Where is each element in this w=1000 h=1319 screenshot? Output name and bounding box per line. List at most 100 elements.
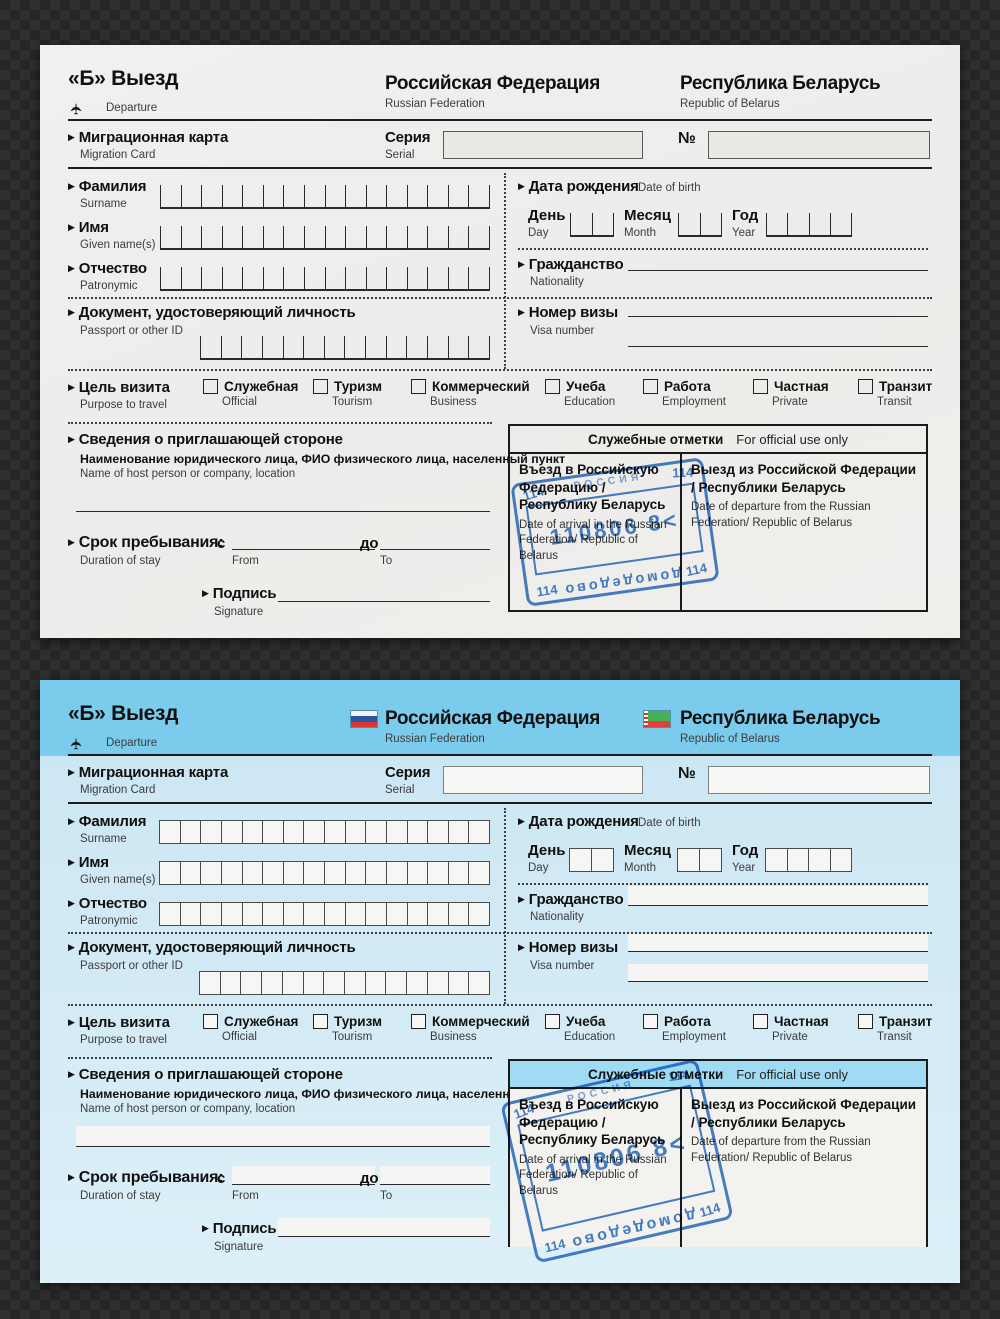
char-cell[interactable]	[344, 336, 365, 358]
checkbox-education[interactable]	[545, 379, 560, 394]
char-cell[interactable]	[242, 226, 263, 248]
serial-input[interactable]	[443, 131, 643, 159]
char-cell[interactable]	[201, 267, 222, 289]
char-cell[interactable]	[241, 902, 264, 926]
char-cell[interactable]	[468, 336, 490, 358]
stay-to-input[interactable]	[380, 531, 490, 550]
char-cell[interactable]	[447, 226, 469, 248]
checkbox-transit[interactable]	[858, 379, 873, 394]
char-cell[interactable]	[303, 226, 325, 248]
patronymic-char-cells[interactable]	[160, 267, 490, 291]
char-cell[interactable]	[468, 820, 490, 844]
char-cell[interactable]	[324, 820, 346, 844]
char-cell[interactable]	[808, 848, 831, 872]
char-cell[interactable]	[829, 213, 852, 235]
visa-input-line2[interactable]	[628, 964, 928, 982]
char-cell[interactable]	[324, 861, 346, 885]
char-cell[interactable]	[345, 226, 366, 248]
char-cell[interactable]	[220, 902, 243, 926]
char-cell[interactable]	[179, 820, 202, 844]
char-cell[interactable]	[385, 336, 407, 358]
char-cell[interactable]	[303, 902, 325, 926]
char-cell[interactable]	[406, 185, 428, 207]
char-cell[interactable]	[200, 861, 222, 885]
char-cell[interactable]	[406, 820, 429, 844]
char-cell[interactable]	[765, 848, 788, 872]
char-cell[interactable]	[365, 226, 387, 248]
char-cell[interactable]	[468, 267, 490, 289]
char-cell[interactable]	[240, 971, 263, 995]
month-char-cells[interactable]	[678, 213, 722, 237]
char-cell[interactable]	[324, 267, 346, 289]
stay-from-input[interactable]	[232, 531, 375, 550]
char-cell[interactable]	[159, 861, 181, 885]
char-cell[interactable]	[303, 820, 325, 844]
char-cell[interactable]	[221, 267, 243, 289]
char-cell[interactable]	[262, 902, 284, 926]
char-cell[interactable]	[468, 185, 490, 207]
checkbox-employment[interactable]	[643, 1014, 658, 1029]
host-input[interactable]	[76, 491, 490, 512]
checkbox-official[interactable]	[203, 1014, 218, 1029]
char-cell[interactable]	[365, 185, 387, 207]
checkbox-business[interactable]	[411, 1014, 426, 1029]
char-cell[interactable]	[221, 185, 243, 207]
char-cell[interactable]	[159, 820, 181, 844]
visa-input-line1[interactable]	[628, 934, 928, 952]
char-cell[interactable]	[282, 902, 305, 926]
visa-input-line1[interactable]	[628, 299, 928, 317]
char-cell[interactable]	[406, 861, 429, 885]
char-cell[interactable]	[447, 336, 469, 358]
checkbox-education[interactable]	[545, 1014, 560, 1029]
char-cell[interactable]	[323, 336, 345, 358]
char-cell[interactable]	[385, 861, 408, 885]
char-cell[interactable]	[427, 820, 449, 844]
char-cell[interactable]	[344, 820, 367, 844]
char-cell[interactable]	[447, 861, 470, 885]
char-cell[interactable]	[160, 185, 181, 207]
char-cell[interactable]	[180, 226, 202, 248]
char-cell[interactable]	[220, 820, 243, 844]
checkbox-private[interactable]	[753, 1014, 768, 1029]
surname-char-cells[interactable]	[159, 820, 490, 844]
stay-to-input[interactable]	[380, 1166, 490, 1185]
document-char-cells[interactable]	[199, 971, 491, 995]
number-input[interactable]	[708, 766, 930, 794]
char-cell[interactable]	[345, 267, 366, 289]
char-cell[interactable]	[406, 226, 428, 248]
char-cell[interactable]	[426, 971, 449, 995]
number-input[interactable]	[708, 131, 930, 159]
char-cell[interactable]	[591, 848, 614, 872]
char-cell[interactable]	[406, 267, 428, 289]
char-cell[interactable]	[281, 971, 304, 995]
char-cell[interactable]	[364, 971, 387, 995]
char-cell[interactable]	[324, 226, 346, 248]
char-cell[interactable]	[241, 336, 262, 358]
char-cell[interactable]	[219, 971, 242, 995]
char-cell[interactable]	[385, 820, 408, 844]
document-char-cells[interactable]	[200, 336, 490, 360]
day-char-cells[interactable]	[570, 213, 614, 237]
char-cell[interactable]	[829, 848, 852, 872]
char-cell[interactable]	[447, 902, 470, 926]
char-cell[interactable]	[282, 820, 305, 844]
checkbox-tourism[interactable]	[313, 379, 328, 394]
char-cell[interactable]	[201, 226, 222, 248]
checkbox-official[interactable]	[203, 379, 218, 394]
char-cell[interactable]	[160, 226, 181, 248]
char-cell[interactable]	[282, 861, 305, 885]
year-char-cells[interactable]	[765, 848, 852, 872]
char-cell[interactable]	[261, 336, 283, 358]
char-cell[interactable]	[283, 226, 304, 248]
char-cell[interactable]	[160, 267, 181, 289]
char-cell[interactable]	[262, 185, 284, 207]
char-cell[interactable]	[427, 336, 448, 358]
char-cell[interactable]	[241, 861, 264, 885]
checkbox-business[interactable]	[411, 379, 426, 394]
signature-input[interactable]	[278, 1218, 490, 1237]
given-name-char-cells[interactable]	[159, 861, 490, 885]
given-name-char-cells[interactable]	[160, 226, 490, 250]
char-cell[interactable]	[200, 902, 222, 926]
char-cell[interactable]	[406, 336, 427, 358]
char-cell[interactable]	[569, 848, 592, 872]
